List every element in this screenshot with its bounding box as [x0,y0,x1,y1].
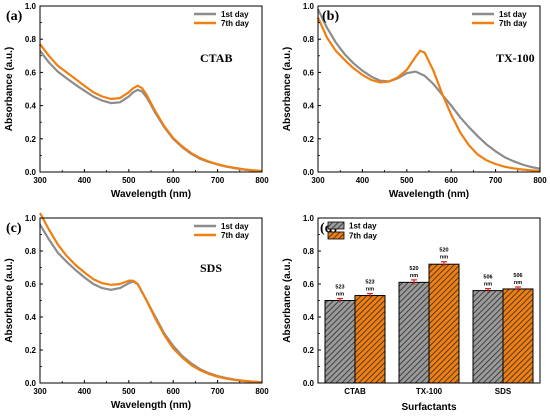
panel-b-y-axis-title: Absorbance (a.u.) [282,47,293,131]
panel-a-plot-frame [39,5,263,173]
panel-d-bar-day7 [502,288,534,384]
panel-b-ytick-label: 0.4 [303,102,315,111]
panel-a-y-axis-title: Absorbance (a.u.) [4,47,15,131]
panel-c-xtick-label: 800 [255,387,269,396]
panel-a-letter: (a) [6,9,23,24]
panel-d-category-label: CTAB [344,387,366,396]
panel-d-ytick-label: 1.0 [303,214,315,223]
panel-d-legend-label-day1: 1st day [349,222,377,231]
panel-d-bar-wavelength-label: 506 nm [483,275,492,288]
panel-b-letter: (b) [322,9,339,24]
panel-d-x-axis-title: Surfactants [401,402,456,413]
panel-c-ytick-label: 1.0 [25,214,37,223]
panel-a: 300 400 500 600 700 800 0.0 0.2 0.4 0.6 0.8 1.0 Abso… [4,2,269,200]
panel-c-x-axis-title: Wavelength (nm) [111,400,191,411]
panel-d-y-axis-title: Absorbance (a.u.) [282,258,293,342]
panel-d-ytick-label: 0.0 [303,379,315,388]
panel-a-legend-label-day7: 7th day [221,19,250,28]
panel-d-bar-day1 [324,300,356,384]
panel-d: 523 nm 523 nm CTAB 520 nm 520 nm TX-100 506 nm 506 nm… [282,214,541,413]
panel-a-xtick-label: 700 [211,176,225,185]
panel-a-ytick-label: 0.0 [25,168,37,177]
panel-d-bar-wavelength-label: 506 nm [513,273,522,286]
panel-a-xtick-label: 500 [122,176,136,185]
panel-b-ytick-label: 0.2 [303,135,315,144]
panel-c-plot-frame [39,217,263,384]
panel-c-legend-label-day7: 7th day [221,231,250,240]
panel-d-ytick-label: 0.4 [303,313,315,322]
panel-b-ytick-label: 0.6 [303,68,315,77]
panel-a-xtick-label: 400 [78,176,92,185]
panel-c-letter: (c) [6,221,22,236]
panel-b-xtick-label: 600 [445,176,459,185]
panel-b-xtick-label: 700 [489,176,503,185]
panel-d-bar-day1 [472,290,504,384]
panel-d-bar-wavelength-label: 523 nm [365,280,374,293]
panel-d-legend-swatch-day7 [327,231,345,240]
panel-b-ytick-label: 0.8 [303,35,315,44]
panel-d-bar-wavelength-label: 523 nm [335,285,344,298]
panel-d-bar-day7 [428,263,460,384]
panel-c-y-axis-title: Absorbance (a.u.) [4,258,15,342]
panel-b-surfactant-label: TX-100 [496,51,535,65]
panel-d-legend-swatch-day1 [327,221,345,230]
panel-c-ytick-label: 0.2 [25,346,37,355]
panel-a-ytick-label: 0.6 [25,68,37,77]
panel-c-ytick-label: 0.6 [25,280,37,289]
panel-a-ytick-label: 1.0 [25,2,37,11]
panel-b-ytick-label: 1.0 [303,2,315,11]
panel-d-bar-day1 [398,281,430,384]
panel-b-xtick-label: 300 [311,176,325,185]
panel-d-ytick-label: 0.6 [303,280,315,289]
panel-b-series-line-day1 [317,8,541,170]
panel-c-legend-label-day1: 1st day [221,222,249,231]
panel-d-ytick-label: 0.8 [303,247,315,256]
panel-a-ytick-label: 0.4 [25,102,37,111]
panel-b-xtick-label: 800 [533,176,547,185]
panel-b-ytick-label: 0.0 [303,168,315,177]
panel-b-xtick-label: 400 [356,176,370,185]
panel-c-series-line-day1 [39,224,263,384]
panel-a-legend-label-day1: 1st day [221,10,249,19]
panel-c-xtick-label: 700 [211,387,225,396]
panel-c: 300 400 500 600 700 800 0.0 0.2 0.4 0.6 0.8 1.0 Abso… [4,212,269,411]
panel-c-series-line-day7 [39,212,263,384]
panel-c-xtick-label: 600 [167,387,181,396]
panel-a-ytick-label: 0.8 [25,35,37,44]
panel-d-bar-wavelength-label: 520 nm [409,266,418,279]
panel-c-ytick-label: 0.8 [25,247,37,256]
panel-d-ytick-label: 0.2 [303,346,315,355]
panel-b-xtick-label: 500 [400,176,414,185]
panel-b-plot-frame [317,5,541,173]
panel-d-bar-wavelength-label: 520 nm [439,248,448,261]
panel-b-series-line-day7 [316,17,541,173]
panel-c-xtick-label: 500 [122,387,136,396]
panel-a-series-line-day7 [39,43,263,173]
panel-c-ytick-label: 0.0 [25,379,37,388]
panel-a-series-line-day1 [39,50,263,173]
panel-c-xtick-label: 400 [78,387,92,396]
panel-b: 300 400 500 600 700 800 0.0 0.2 0.4 0.6 0.8 1.0 Abso… [282,2,547,200]
panel-d-category-label: TX-100 [416,387,443,396]
panel-a-xtick-label: 300 [33,176,47,185]
panel-c-surfactant-label: SDS [200,261,222,275]
panel-a-surfactant-label: CTAB [200,51,232,65]
panel-d-legend-label-day7: 7th day [349,232,378,241]
panel-b-legend-label-day7: 7th day [499,19,528,28]
panel-b-legend-label-day1: 1st day [499,10,527,19]
panel-b-x-axis-title: Wavelength (nm) [389,189,469,200]
panel-a-ytick-label: 0.2 [25,135,37,144]
panel-d-bar-day7 [354,295,386,384]
panel-c-xtick-label: 300 [33,387,47,396]
panel-a-xtick-label: 800 [255,176,269,185]
panel-a-xtick-label: 600 [167,176,181,185]
panel-d-category-label: SDS [495,387,512,396]
panel-a-x-axis-title: Wavelength (nm) [111,189,191,200]
panel-c-ytick-label: 0.4 [25,313,37,322]
